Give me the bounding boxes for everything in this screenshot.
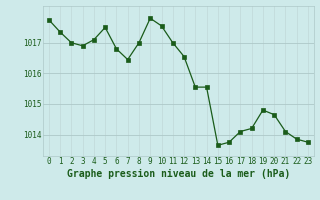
X-axis label: Graphe pression niveau de la mer (hPa): Graphe pression niveau de la mer (hPa) <box>67 169 290 179</box>
